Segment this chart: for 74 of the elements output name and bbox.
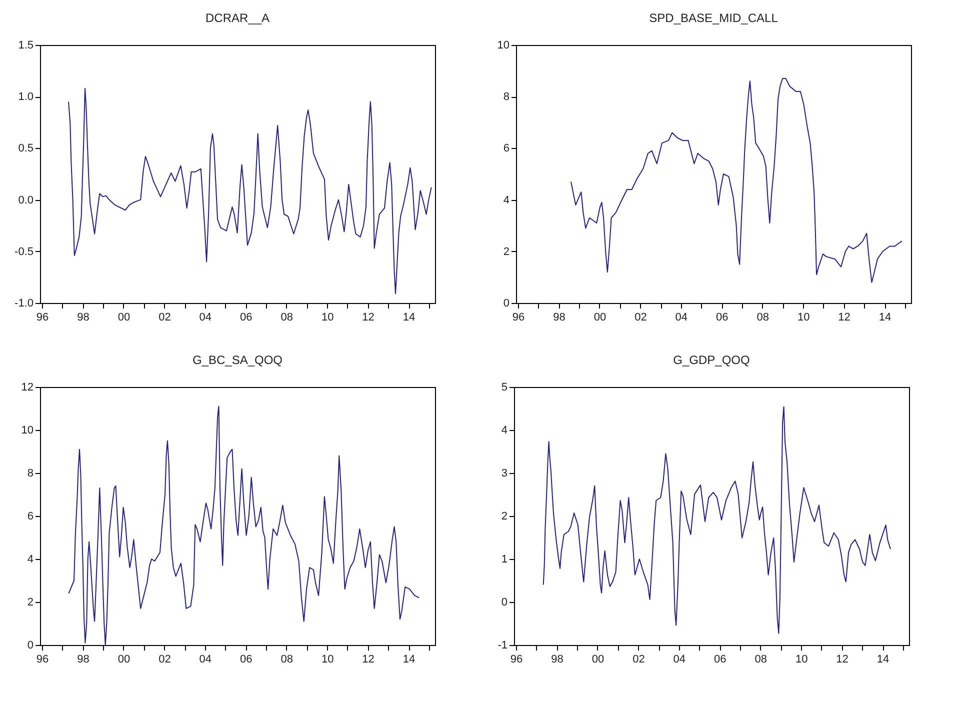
x-tick-label: 02 [158,312,171,324]
x-tick-label: 98 [77,312,90,324]
x-tick-label: 06 [240,312,252,324]
y-tick-label: 0 [27,640,34,652]
x-tick-label: 08 [280,654,293,666]
x-tick-label: 00 [118,312,130,324]
x-tick-label: 08 [756,312,769,324]
y-tick-label: 10 [497,40,510,52]
x-tick-label: 12 [362,312,374,324]
x-tick-label: 04 [675,312,688,324]
x-tick-label: 08 [754,654,767,666]
y-tick-label: 1.0 [18,91,34,104]
x-tick-label: 06 [240,654,252,666]
x-tick-label: 14 [402,312,416,324]
y-tick-label: 2 [501,510,508,522]
x-tick-label: 98 [553,312,566,324]
y-tick-label: 6 [503,142,510,155]
y-tick-label: 8 [503,91,510,104]
chart-title: SPD_BASE_MID_CALL [649,11,778,25]
x-tick-label: 00 [594,312,606,324]
x-tick-label: 12 [836,654,848,666]
y-tick-label: 4 [27,554,34,566]
chart-title: G_GDP_QOQ [673,353,750,367]
y-tick-label: 0.0 [18,194,34,206]
x-tick-label: 02 [634,312,647,324]
x-tick-label: 04 [199,312,212,324]
y-tick-label: -1.0 [14,298,34,310]
x-tick-label: 06 [716,312,728,324]
x-tick-label: 04 [199,654,212,666]
y-tick-label: -0.5 [14,246,34,258]
x-tick-label: 98 [551,654,564,666]
x-tick-label: 08 [280,312,293,324]
y-tick-label: 2 [503,246,510,258]
x-tick-label: 00 [118,654,130,666]
line-series [68,406,420,645]
y-tick-label: 0 [501,596,508,608]
x-tick-label: 04 [673,654,686,666]
chart-title: DCRAR__A [205,11,270,25]
y-tick-label: 2 [27,596,34,608]
y-tick-label: 1.5 [18,40,34,52]
x-tick-label: 12 [838,312,850,324]
y-tick-label: -1 [498,640,508,652]
y-tick-label: 4 [501,424,508,436]
x-tick-label: 02 [632,654,645,666]
y-tick-label: 10 [21,424,34,436]
x-tick-label: 98 [77,654,90,666]
x-tick-label: 96 [510,654,523,666]
x-tick-label: 10 [795,654,808,666]
x-tick-label: 14 [878,312,892,324]
x-tick-label: 14 [876,654,890,666]
x-tick-label: 02 [158,654,171,666]
y-tick-label: 1 [501,554,508,566]
x-tick-label: 14 [402,654,416,666]
x-tick-label: 96 [36,312,49,324]
x-tick-label: 00 [592,654,604,666]
x-tick-label: 96 [512,312,525,324]
x-tick-label: 10 [797,312,810,324]
x-tick-label: 96 [36,654,49,666]
line-series [68,88,432,294]
y-tick-label: 0.5 [18,142,34,155]
line-series [570,78,902,283]
y-tick-label: 5 [501,382,508,394]
x-tick-label: 10 [321,312,334,324]
y-tick-label: 12 [21,382,34,394]
x-tick-label: 10 [321,654,334,666]
y-tick-label: 8 [27,468,34,480]
y-tick-label: 0 [503,298,510,310]
y-tick-label: 3 [501,468,508,480]
line-series [542,406,891,634]
y-tick-label: 4 [503,194,510,206]
y-tick-label: 6 [27,510,34,522]
x-tick-label: 12 [362,654,374,666]
chart-title: G_BC_SA_QOQ [192,353,283,367]
x-tick-label: 06 [714,654,726,666]
